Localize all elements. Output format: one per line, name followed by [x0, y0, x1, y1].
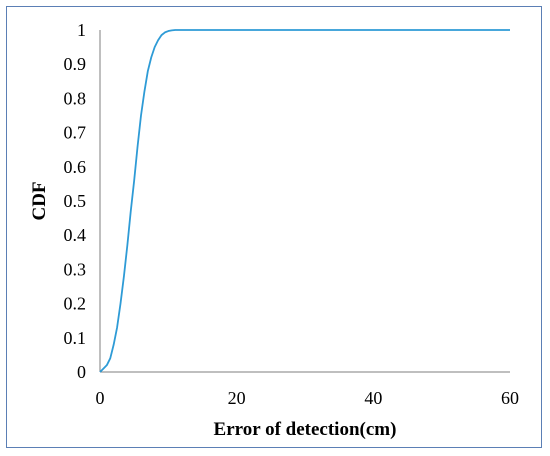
- y-tick-label: 0.8: [64, 88, 87, 108]
- y-tick-label: 0.2: [64, 294, 87, 314]
- y-tick-labels: 0 0.1 0.2 0.3 0.4 0.5 0.6 0.7 0.8 0.9 1: [64, 20, 87, 382]
- cdf-series-line: [99, 29, 510, 373]
- x-tick-label: 60: [501, 388, 519, 408]
- y-tick-label: 0.5: [64, 191, 87, 211]
- y-tick-label: 0.9: [64, 54, 87, 74]
- y-tick-label: 0.3: [64, 259, 87, 279]
- y-tick-label: 0: [77, 362, 86, 382]
- x-tick-label: 20: [228, 388, 246, 408]
- y-axis: 0 0.1 0.2 0.3 0.4 0.5 0.6 0.7 0.8 0.9 1: [64, 20, 101, 382]
- y-tick-label: 0.1: [64, 328, 87, 348]
- y-tick-label: 0.6: [64, 157, 87, 177]
- x-tick-label: 0: [96, 388, 105, 408]
- y-tick-label: 1: [77, 20, 86, 40]
- y-axis-title: CDF: [29, 181, 50, 220]
- x-tick-labels: 0 20 40 60: [96, 388, 520, 408]
- chart-frame: [6, 6, 542, 448]
- y-tick-label: 0.4: [64, 225, 87, 245]
- series-layer: [99, 29, 510, 373]
- x-axis-title: Error of detection(cm): [214, 419, 397, 440]
- x-tick-label: 40: [364, 388, 382, 408]
- y-tick-label: 0.7: [64, 123, 87, 143]
- x-axis: 0 20 40 60: [96, 371, 520, 408]
